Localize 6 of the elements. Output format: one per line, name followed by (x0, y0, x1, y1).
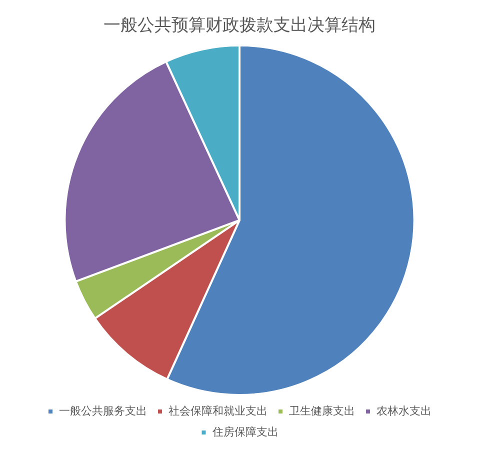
legend-label: 一般公共服务支出 (59, 404, 147, 418)
legend-label: 农林水支出 (376, 404, 432, 418)
legend-label: 社会保障和就业支出 (168, 404, 268, 418)
legend-label: 卫生健康支出 (289, 404, 355, 418)
legend-label: 住房保障支出 (212, 425, 278, 438)
chart-title: 一般公共预算财政拨款支出决算结构 (104, 16, 376, 36)
